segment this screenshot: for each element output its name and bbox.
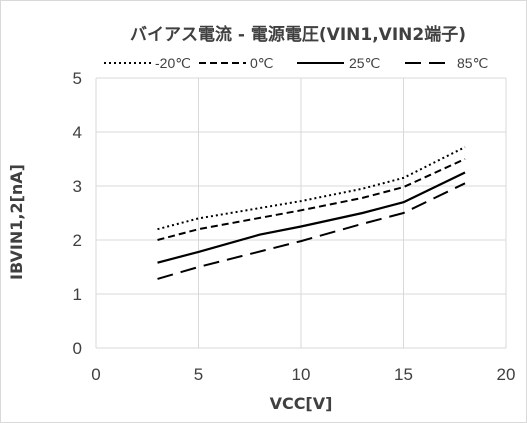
legend-label-3: 25℃ (349, 55, 380, 71)
series-line-2 (157, 158, 466, 241)
legend-label-4: 85℃ (457, 55, 488, 71)
x-axis-title: VCC[V] (270, 394, 333, 413)
x-axis-ticks: 0 5 10 15 20 (91, 365, 515, 384)
y-tick-label: 5 (73, 69, 82, 88)
legend-label-2: 0℃ (250, 55, 274, 71)
x-tick-label: 5 (194, 365, 203, 384)
series-line-3 (157, 171, 466, 264)
x-tick-label: 10 (292, 365, 311, 384)
y-tick-label: 4 (73, 123, 82, 142)
y-tick-label: 3 (73, 177, 82, 196)
y-tick-label: 2 (73, 231, 82, 250)
series-line-1 (157, 146, 466, 231)
grid (95, 77, 507, 349)
legend-label-1: -20℃ (155, 55, 191, 71)
legend: -20℃ 0℃ 25℃ 85℃ (104, 55, 488, 71)
x-tick-label: 15 (394, 365, 413, 384)
y-tick-label: 1 (73, 285, 82, 304)
x-tick-label: 20 (497, 365, 516, 384)
y-tick-label: 0 (73, 339, 82, 358)
series-line-4 (157, 182, 466, 280)
y-axis-title: IBVIN1,2[nA] (7, 164, 26, 280)
x-tick-label: 0 (91, 365, 100, 384)
series-lines (157, 146, 466, 280)
y-axis-ticks: 0 1 2 3 4 5 (73, 69, 82, 358)
chart-title: バイアス電流 - 電源電圧(VIN1,VIN2端子) (130, 24, 466, 45)
